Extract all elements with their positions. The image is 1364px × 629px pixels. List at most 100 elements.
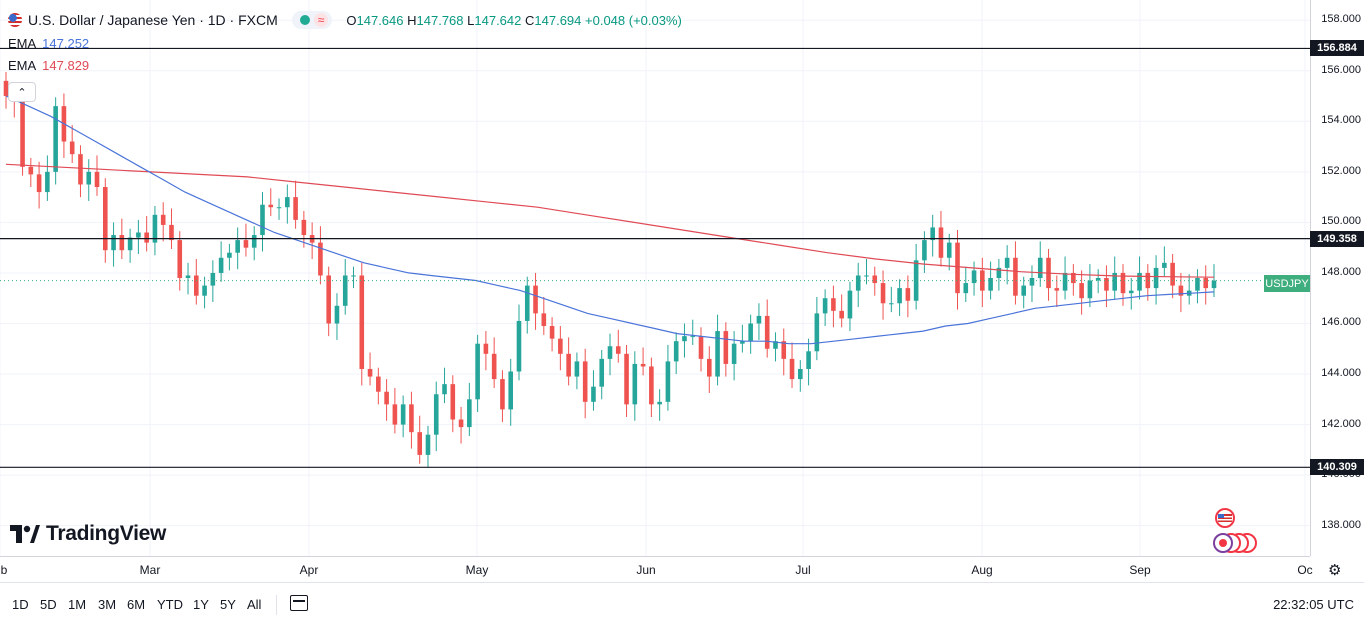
candle-body xyxy=(293,197,298,220)
candle-body xyxy=(1029,278,1035,286)
candle-body xyxy=(764,315,770,349)
candle-body xyxy=(351,275,356,277)
candle-body xyxy=(144,232,149,243)
time-axis[interactable]: b Mar Apr May Jun Jul Aug Sep Oc xyxy=(0,556,1313,583)
candle-body xyxy=(748,323,753,342)
candle-body xyxy=(1071,272,1076,284)
candle-body xyxy=(210,272,216,286)
candle-body xyxy=(582,361,588,402)
ohlc-values: O147.646 H147.768 L147.642 C147.694 +0.0… xyxy=(346,13,682,28)
candle-body xyxy=(1021,285,1026,296)
candle-body xyxy=(86,171,92,185)
candle-body xyxy=(1120,272,1126,294)
low-value: 147.642 xyxy=(474,12,522,28)
candle-body xyxy=(1104,278,1109,291)
high-key: H xyxy=(407,12,417,28)
range-button-ytd[interactable]: YTD xyxy=(157,597,183,612)
high-value: 147.768 xyxy=(416,12,464,28)
candle-body xyxy=(268,204,274,208)
candle-body xyxy=(202,285,207,296)
ema-fast-row[interactable]: EMA 147.252 xyxy=(8,32,682,54)
candle-body xyxy=(806,351,811,369)
range-button-1m[interactable]: 1M xyxy=(68,597,87,612)
price-chart[interactable] xyxy=(0,0,1310,556)
candle-body xyxy=(566,353,571,377)
calendar-goto-date-icon[interactable] xyxy=(290,595,308,611)
candle-body xyxy=(938,227,944,258)
range-button-1d[interactable]: 1D xyxy=(12,597,29,612)
collapse-legend-button[interactable]: ⌃ xyxy=(8,82,36,102)
candle-body xyxy=(889,303,894,305)
candle-body xyxy=(467,399,472,428)
candle-body xyxy=(508,371,514,410)
candle-body xyxy=(946,242,952,258)
candle-body xyxy=(458,419,464,428)
candle-body xyxy=(673,341,679,362)
symbol-row: U.S. Dollar / Japanese Yen · 1D · FXCM ≈… xyxy=(8,8,682,32)
candle-body xyxy=(922,240,927,261)
economic-events[interactable] xyxy=(1206,506,1266,556)
candle-body xyxy=(715,331,720,377)
candle-body xyxy=(558,338,563,354)
chart-settings-gear-icon[interactable]: ⚙ xyxy=(1328,562,1342,579)
candle-body xyxy=(665,361,671,402)
ema-slow-value: 147.829 xyxy=(42,57,90,73)
candle-body xyxy=(119,235,125,251)
candle-body xyxy=(442,384,447,395)
candle-body xyxy=(524,285,530,321)
candle-body xyxy=(1037,257,1043,278)
us-event-icon[interactable] xyxy=(1215,508,1235,528)
symbol-title[interactable]: U.S. Dollar / Japanese Yen · 1D · FXCM xyxy=(28,12,278,28)
range-button-5y[interactable]: 5Y xyxy=(220,597,236,612)
bottom-toolbar: 1D 5D 1M 3M 6M YTD 1Y 5Y All 22:32:05 UTC xyxy=(0,582,1364,629)
candle-body xyxy=(36,174,42,193)
market-open-dot-icon xyxy=(299,15,310,25)
level-price-label: 156.884 xyxy=(1310,40,1364,57)
candle-body xyxy=(657,401,662,405)
ema-slow-row[interactable]: EMA 147.829 xyxy=(8,54,682,76)
candle-body xyxy=(1128,290,1134,294)
range-button-1y[interactable]: 1Y xyxy=(193,597,209,612)
time-tick-label: Jul xyxy=(795,563,811,577)
candle-body xyxy=(789,358,795,380)
candle-body xyxy=(235,240,240,253)
price-tick-label: 158.000 xyxy=(1321,13,1361,26)
candle-body xyxy=(814,313,820,352)
market-status-pill[interactable]: ≈ xyxy=(291,11,333,29)
candle-body xyxy=(980,270,985,291)
tradingview-logo[interactable]: TradingView xyxy=(10,522,166,546)
price-axis[interactable]: 138.000140.000142.000144.000146.000148.0… xyxy=(1310,0,1364,556)
candle-body xyxy=(69,141,75,155)
candle-body xyxy=(1062,272,1068,291)
candle-body xyxy=(1145,272,1151,289)
candle-body xyxy=(591,386,596,402)
candle-body xyxy=(326,275,331,324)
symbol-price-label: USDJPY xyxy=(1264,275,1310,292)
range-button-all[interactable]: All xyxy=(247,597,262,612)
candle-body xyxy=(516,320,522,372)
candle-body xyxy=(1095,278,1101,281)
candle-body xyxy=(243,240,249,248)
time-tick-label: Sep xyxy=(1129,563,1151,577)
candle-body xyxy=(682,336,687,342)
candle-body xyxy=(533,285,538,314)
range-button-3m[interactable]: 3M xyxy=(98,597,117,612)
price-tick-label: 144.000 xyxy=(1321,367,1361,380)
candle-body xyxy=(53,106,58,172)
candle-body xyxy=(409,404,414,433)
candle-body xyxy=(822,298,828,314)
candle-body xyxy=(955,242,960,294)
candle-body xyxy=(706,358,712,377)
level-price-label: 149.358 xyxy=(1310,230,1364,247)
close-key: C xyxy=(525,12,535,28)
change-value: +0.048 (+0.03%) xyxy=(585,12,682,28)
chart-area[interactable] xyxy=(0,0,1310,556)
ema-fast-label: EMA xyxy=(8,35,37,51)
range-button-6m[interactable]: 6M xyxy=(127,597,146,612)
price-tick-label: 156.000 xyxy=(1321,63,1361,76)
event-stack-icon[interactable] xyxy=(1213,533,1257,553)
candle-body xyxy=(607,346,613,359)
utc-clock[interactable]: 22:32:05 UTC xyxy=(1273,597,1354,612)
candle-body xyxy=(698,336,704,359)
range-button-5d[interactable]: 5D xyxy=(40,597,57,612)
